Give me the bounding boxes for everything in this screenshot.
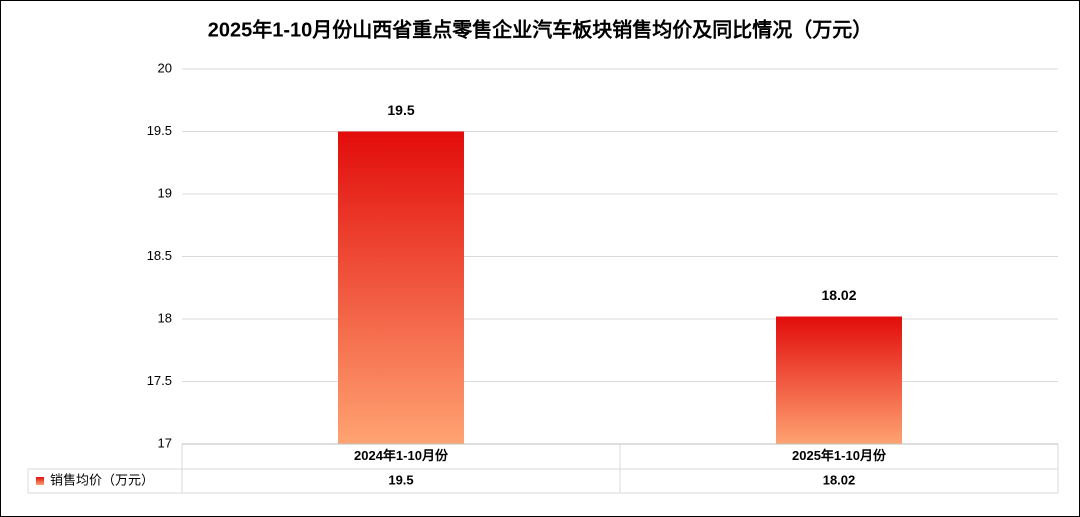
legend-swatch — [36, 477, 44, 485]
y-tick-label: 17 — [158, 435, 172, 450]
y-tick-label: 19.5 — [147, 123, 172, 138]
y-tick-label: 20 — [158, 60, 172, 75]
bar — [776, 316, 902, 444]
y-tick-label: 18 — [158, 310, 172, 325]
legend-label: 销售均价（万元） — [50, 472, 154, 487]
table-value: 19.5 — [388, 472, 413, 487]
table-value: 18.02 — [823, 472, 856, 487]
x-tick-label: 2025年1-10月份 — [792, 448, 887, 463]
y-tick-label: 19 — [158, 185, 172, 200]
chart-title: 2025年1-10月份山西省重点零售企业汽车板块销售均价及同比情况（万元） — [208, 17, 873, 41]
y-tick-label: 18.5 — [147, 248, 172, 263]
y-tick-label: 17.5 — [147, 373, 172, 388]
data-label: 19.5 — [387, 102, 414, 118]
x-tick-label: 2024年1-10月份 — [354, 448, 449, 463]
data-label: 18.02 — [821, 287, 856, 303]
bar — [338, 131, 464, 444]
